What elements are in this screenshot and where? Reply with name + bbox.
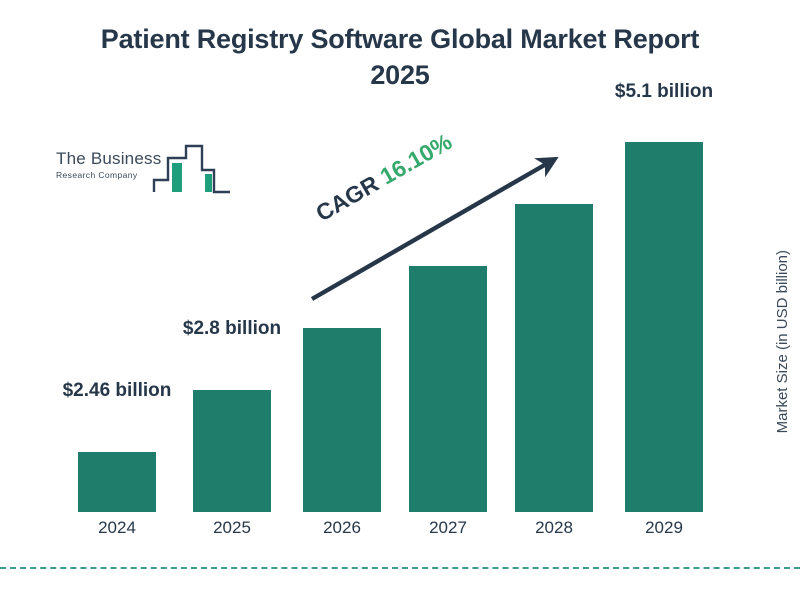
bar-value-2029: $5.1 billion bbox=[614, 81, 714, 102]
bar-value-2025: $2.8 billion bbox=[182, 318, 282, 339]
logo-line-primary: The Business bbox=[56, 149, 162, 168]
brand-logo: The Business Research Company bbox=[52, 138, 232, 200]
bar-2026[interactable] bbox=[303, 328, 381, 512]
bar-2024[interactable] bbox=[78, 452, 156, 512]
bar-2025[interactable] bbox=[193, 390, 271, 512]
bar-2027[interactable] bbox=[409, 266, 487, 512]
x-tick-2027: 2027 bbox=[429, 518, 467, 537]
page-title: Patient Registry Software Global Market … bbox=[100, 24, 700, 90]
x-tick-2029: 2029 bbox=[645, 518, 683, 537]
bar-value-2024: $2.46 billion bbox=[62, 380, 172, 401]
logo-line-secondary: Research Company bbox=[56, 170, 138, 180]
x-tick-2026: 2026 bbox=[323, 518, 361, 537]
y-axis-label: Market Size (in USD billion) bbox=[774, 250, 791, 434]
bar-2029[interactable] bbox=[625, 142, 703, 512]
bar-2028[interactable] bbox=[515, 204, 593, 512]
x-tick-2025: 2025 bbox=[213, 518, 251, 537]
x-tick-2028: 2028 bbox=[535, 518, 573, 537]
x-tick-2024: 2024 bbox=[98, 518, 136, 537]
footer-divider bbox=[0, 567, 800, 569]
bar-chart-logo-icon bbox=[152, 144, 230, 194]
logo-text: The Business Research Company bbox=[56, 150, 168, 180]
